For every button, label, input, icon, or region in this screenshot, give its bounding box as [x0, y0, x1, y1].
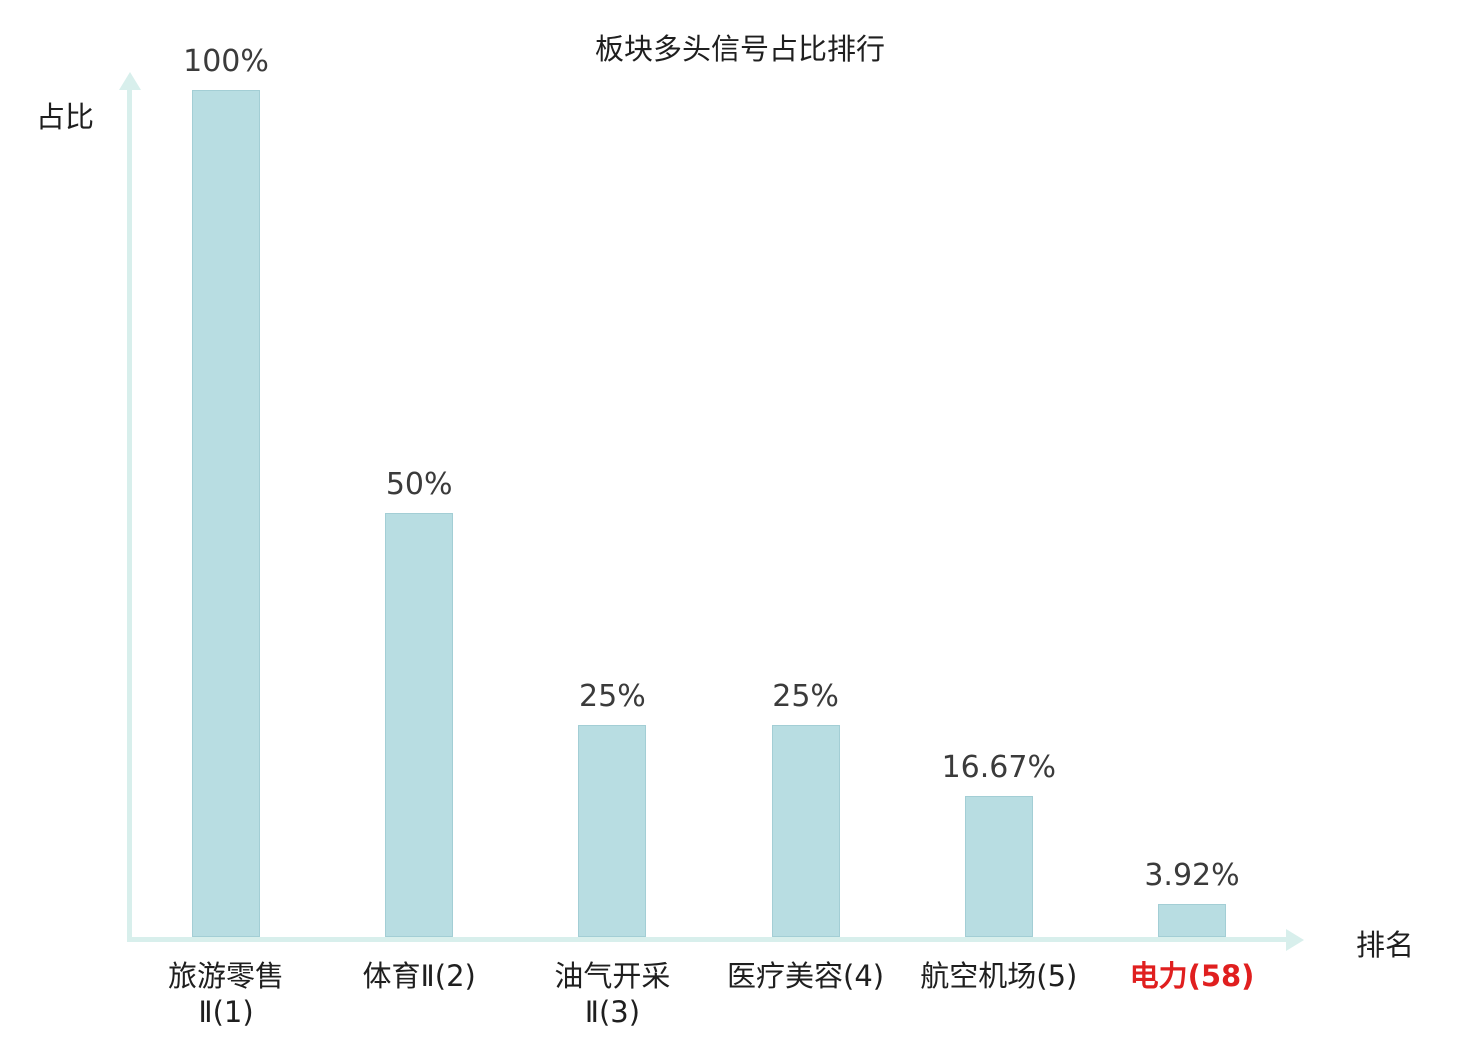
bar-value-label: 16.67%: [941, 750, 1056, 785]
category-label: 体育Ⅱ(2): [289, 958, 549, 994]
bar-4: [964, 796, 1033, 937]
bar-5: [1158, 904, 1226, 937]
category-label-line: 体育Ⅱ(2): [362, 959, 476, 993]
category-label: 旅游零售 Ⅱ(1): [96, 958, 356, 1030]
category-label-line: Ⅱ(1): [198, 995, 254, 1029]
category-label-line: 医疗美容(4): [727, 959, 885, 993]
chart-title: 板块多头信号占比排行: [594, 32, 885, 66]
y-axis-line: [127, 88, 132, 940]
bar-1: [385, 513, 454, 937]
category-label-line: 油气开采: [554, 959, 671, 993]
x-axis-label: 排名: [1356, 928, 1415, 962]
category-label-line: 旅游零售: [167, 959, 284, 993]
category-label-line: Ⅱ(3): [584, 995, 641, 1029]
bar-2: [578, 725, 647, 937]
bar-value-label: 100%: [183, 44, 269, 79]
bar-value-label: 25%: [579, 679, 646, 714]
category-label: 医疗美容(4): [676, 958, 936, 994]
y-axis-label: 占比: [36, 100, 95, 134]
category-label-line: 航空机场(5): [920, 959, 1078, 993]
bar-value-label: 25%: [772, 679, 839, 714]
x-axis-line: [127, 937, 1290, 942]
y-axis-arrow-icon: [119, 72, 141, 90]
bar-0: [192, 90, 260, 937]
bar-value-label: 50%: [385, 467, 453, 502]
x-axis-arrow-icon: [1286, 929, 1304, 951]
bar-3: [771, 725, 840, 937]
category-label-line: 电力(58): [1129, 959, 1255, 993]
category-label: 航空机场(5): [869, 958, 1129, 994]
bar-value-label: 3.92%: [1144, 858, 1240, 893]
category-label: 油气开采 Ⅱ(3): [482, 958, 742, 1030]
category-label: 电力(58): [1062, 958, 1322, 994]
